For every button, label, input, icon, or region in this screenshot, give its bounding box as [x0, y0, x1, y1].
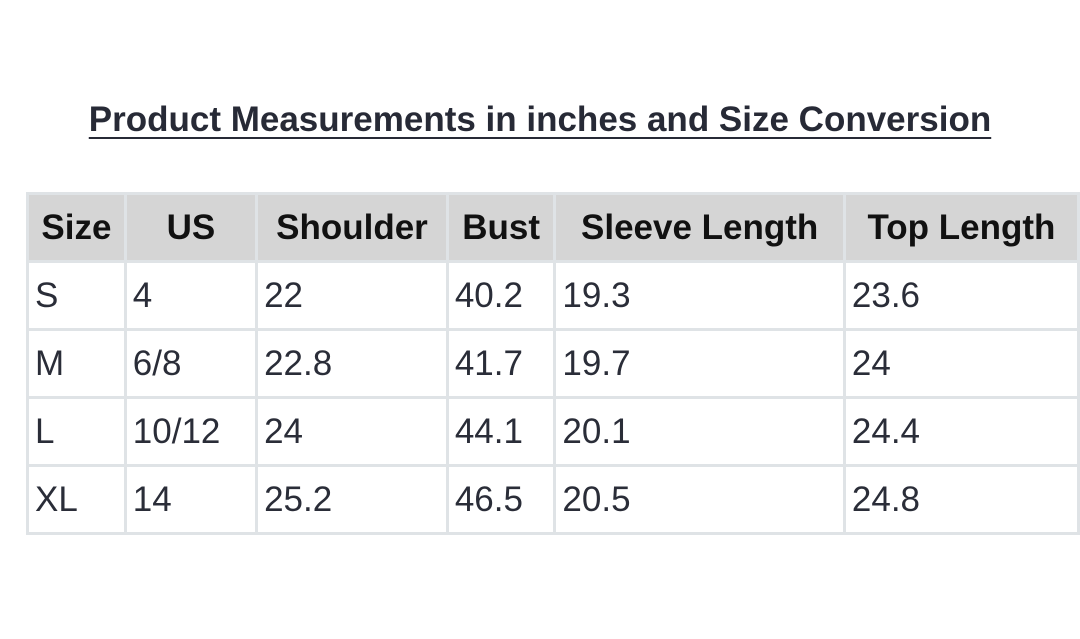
table-cell: 22.8 [258, 331, 446, 396]
table-cell: S [29, 263, 124, 328]
page-title: Product Measurements in inches and Size … [88, 100, 992, 139]
table-row: XL 14 25.2 46.5 20.5 24.8 [29, 467, 1077, 532]
table-cell: 44.1 [448, 399, 554, 464]
table-cell: 10/12 [126, 399, 256, 464]
table-cell: 20.5 [556, 467, 843, 532]
table-cell: 40.2 [448, 263, 554, 328]
table-cell: 24 [258, 399, 446, 464]
table-cell: 19.7 [556, 331, 843, 396]
size-table: Size US Shoulder Bust Sleeve Length Top Lengt… [26, 192, 1080, 535]
column-header: US [126, 195, 256, 260]
table-row: M 6/8 22.8 41.7 19.7 24 [29, 331, 1077, 396]
header-row: Size US Shoulder Bust Sleeve Length Top Lengt… [29, 195, 1077, 260]
column-header: Shoulder [258, 195, 446, 260]
table-cell: 22 [258, 263, 446, 328]
table-cell: 14 [126, 467, 256, 532]
table-cell: 4 [126, 263, 256, 328]
table-cell: L [29, 399, 124, 464]
table-cell: 23.6 [845, 263, 1077, 328]
table-cell: 20.1 [556, 399, 843, 464]
table-cell: 24.8 [845, 467, 1077, 532]
table-cell: 24.4 [845, 399, 1077, 464]
table-cell: 6/8 [126, 331, 256, 396]
table-cell: XL [29, 467, 124, 532]
column-header: Top Length [845, 195, 1077, 260]
table-cell: 24 [845, 331, 1077, 396]
table-row: S 4 22 40.2 19.3 23.6 [29, 263, 1077, 328]
table-cell: 41.7 [448, 331, 554, 396]
column-header: Size [29, 195, 124, 260]
table-cell: 46.5 [448, 467, 554, 532]
table-row: L 10/12 24 44.1 20.1 24.4 [29, 399, 1077, 464]
column-header: Sleeve Length [556, 195, 843, 260]
column-header: Bust [448, 195, 554, 260]
table-cell: M [29, 331, 124, 396]
table-cell: 25.2 [258, 467, 446, 532]
table-cell: 19.3 [556, 263, 843, 328]
